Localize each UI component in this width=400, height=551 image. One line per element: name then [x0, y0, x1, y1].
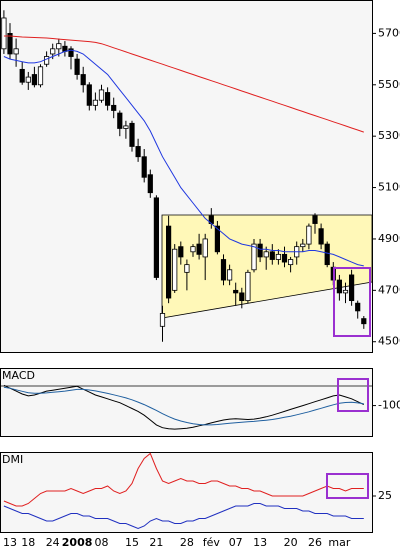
- candle-body: [275, 253, 282, 260]
- x-tick-label: 21: [149, 536, 163, 549]
- candle-body: [1, 17, 7, 50]
- candle-body: [172, 248, 178, 291]
- candle-body: [263, 251, 269, 258]
- series-line: [3, 35, 364, 133]
- x-tick-label: fév: [203, 536, 221, 549]
- x-tick-label: 15: [125, 536, 139, 549]
- candle-body: [196, 243, 202, 255]
- candle-body: [56, 43, 62, 50]
- candle-body: [306, 225, 312, 245]
- x-tick-label: 2008: [62, 536, 93, 549]
- y-tick-label: 5700: [378, 26, 400, 39]
- candle-body: [184, 264, 190, 273]
- candle-body: [336, 279, 343, 294]
- highlight-box: [337, 378, 369, 412]
- x-tick-label: 18: [21, 536, 35, 549]
- y-tick-label: 25: [378, 489, 392, 502]
- candle-body: [300, 243, 306, 248]
- candle-body: [105, 92, 111, 106]
- candle-body: [287, 259, 294, 266]
- y-tick-label: 5300: [378, 129, 400, 142]
- x-tick-label: 08: [95, 536, 109, 549]
- candle-body: [324, 243, 330, 266]
- candle-body: [129, 122, 135, 147]
- candle-body: [147, 174, 153, 194]
- candle-body: [123, 125, 129, 129]
- candle-body: [44, 56, 50, 65]
- candle-body: [31, 74, 38, 86]
- candle-body: [178, 246, 184, 258]
- candle-body: [68, 48, 74, 57]
- x-tick-label: 24: [46, 536, 60, 549]
- candle-body: [239, 292, 245, 302]
- candle-body: [159, 313, 166, 327]
- candle-body: [226, 269, 233, 281]
- candle-body: [92, 99, 98, 106]
- candle-body: [117, 112, 123, 129]
- y-tick-label: 4500: [378, 335, 400, 348]
- candle-body: [342, 289, 349, 294]
- y-tick-label: 5500: [378, 78, 400, 91]
- candle-body: [318, 228, 324, 245]
- candle-body: [135, 146, 141, 158]
- x-tick-label: mar: [328, 536, 350, 549]
- macd-panel: [0, 368, 373, 437]
- candle-body: [233, 289, 239, 294]
- candle-body: [80, 74, 86, 86]
- candle-body: [153, 197, 159, 278]
- dmi-panel: [0, 452, 373, 533]
- candle-body: [86, 84, 92, 106]
- series-line: [3, 452, 364, 507]
- y-tick-label: 4700: [378, 283, 400, 296]
- x-tick-label: 13: [3, 536, 17, 549]
- highlight-box: [326, 473, 369, 499]
- x-tick-label: 26: [308, 536, 322, 549]
- candle-body: [312, 215, 318, 224]
- candle-body: [50, 48, 56, 55]
- candle-body: [98, 89, 105, 101]
- candle-body: [257, 243, 263, 258]
- candle-body: [361, 318, 367, 325]
- x-tick-label: 28: [180, 536, 194, 549]
- candle-body: [19, 68, 25, 83]
- series-line: [3, 49, 364, 267]
- candle-body: [202, 238, 208, 258]
- panel-title: MACD: [2, 369, 35, 382]
- candle-body: [25, 76, 31, 83]
- series-line: [3, 384, 365, 430]
- x-tick-label: 13: [253, 536, 267, 549]
- candle-body: [214, 225, 220, 253]
- y-tick-label: 4900: [378, 232, 400, 245]
- panel-title: DMI: [2, 453, 23, 466]
- candle-body: [220, 259, 227, 281]
- candle-body: [190, 246, 196, 253]
- candle-body: [245, 271, 251, 302]
- candle-body: [251, 243, 257, 271]
- highlight-box: [333, 267, 371, 337]
- candle-body: [13, 48, 19, 55]
- candle-body: [74, 58, 80, 75]
- candle-body: [111, 104, 117, 111]
- candle-body: [269, 251, 275, 260]
- candle-body: [7, 33, 13, 55]
- candle-body: [165, 225, 172, 299]
- y-tick-label: 5100: [378, 181, 400, 194]
- series-line: [3, 386, 364, 426]
- candle-body: [348, 274, 355, 302]
- candle-body: [37, 66, 44, 86]
- candle-body: [141, 156, 147, 178]
- series-line: [3, 503, 364, 530]
- x-tick-label: 20: [284, 536, 298, 549]
- candle-body: [355, 302, 361, 312]
- candle-body: [281, 253, 288, 263]
- x-tick-label: 07: [229, 536, 243, 549]
- y-tick-label: -100: [378, 399, 400, 412]
- marks: [1, 10, 367, 530]
